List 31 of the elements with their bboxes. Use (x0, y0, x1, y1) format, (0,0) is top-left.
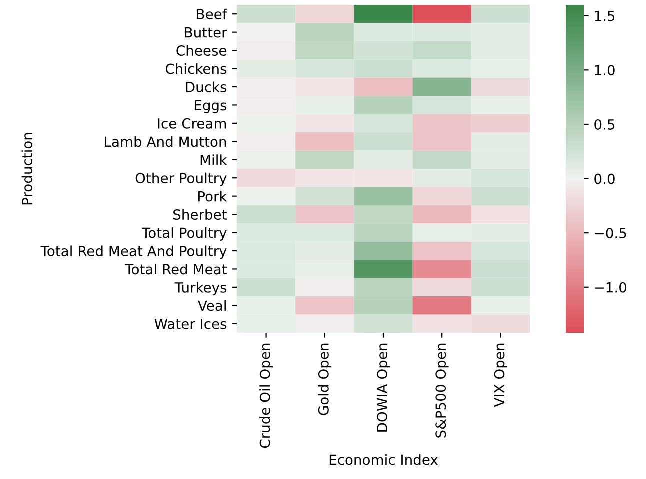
y-tick-label: Ice Cream (158, 118, 226, 129)
y-tick-label: Total Red Meat (125, 264, 227, 275)
color-bar-label: 0.5 (594, 119, 615, 130)
y-tick-label: Turkeys (174, 282, 227, 296)
x-tick-label: VIX Open (494, 344, 508, 408)
y-tick-label: Lamb And Mutton (105, 136, 226, 148)
x-tick-label: Crude Oil Open (260, 344, 274, 448)
x-tick-label: S&P500 Open (436, 344, 449, 438)
y-tick-label: Eggs (194, 100, 227, 114)
x-tick-label: DOWIA Open (377, 344, 390, 432)
y-tick-label: Total Red Meat And Poultry (40, 246, 227, 260)
x-axis-title: Economic Index (330, 454, 438, 466)
y-tick-label: Butter (185, 27, 228, 38)
color-bar-label: 0.0 (594, 174, 615, 184)
y-tick-label: Milk (200, 154, 228, 166)
color-bar-label: −0.5 (595, 228, 626, 239)
color-bar-label: 1.5 (595, 11, 615, 22)
y-tick-label: Ducks (186, 82, 227, 92)
color-bar-label: 1.0 (595, 65, 615, 76)
y-tick-label: Sherbet (174, 209, 227, 220)
y-tick-label: Beef (197, 8, 228, 20)
y-tick-label: Water Ices (154, 319, 227, 330)
y-tick-label: Chickens (166, 64, 227, 74)
x-tick-label: Gold Open (318, 344, 332, 416)
y-tick-label: Total Poultry (142, 228, 227, 241)
y-tick-label: Other Poultry (136, 172, 227, 186)
color-bar-label: −1.0 (595, 282, 627, 293)
y-tick-label: Pork (198, 191, 228, 202)
y-axis-title: Production (22, 133, 33, 205)
y-tick-label: Cheese (176, 45, 227, 56)
y-tick-label: Veal (198, 300, 226, 312)
